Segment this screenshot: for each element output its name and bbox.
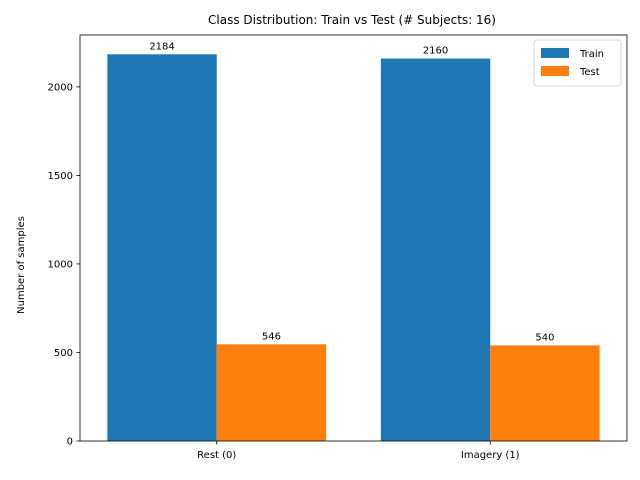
bar-value-label: 2184 [149, 41, 174, 52]
y-tick-label: 1000 [48, 259, 73, 270]
bar-value-label: 540 [535, 332, 554, 343]
bar-train-1 [380, 58, 491, 441]
bars-layer [107, 54, 600, 441]
y-tick-label: 2000 [48, 82, 73, 93]
bar-test-1 [490, 345, 600, 441]
plot-frame [79, 34, 628, 442]
bar-labels-layer: 2184 546 2160 540 [149, 41, 554, 343]
bar-value-label: 2160 [423, 46, 448, 57]
bar-test-0 [216, 344, 327, 441]
y-tick-label: 1500 [48, 171, 73, 182]
x-tick-label: Rest (0) [197, 450, 236, 461]
y-tick-label: 0 [67, 437, 73, 448]
legend-swatch-test [541, 66, 569, 76]
legend-box [533, 39, 622, 87]
legend: Train Test [533, 39, 622, 87]
legend-label-test: Test [579, 67, 600, 78]
y-axis-label: Number of samples [16, 216, 27, 314]
legend-label-train: Train [579, 49, 604, 60]
bar-train-0 [107, 54, 217, 441]
legend-swatch-train [541, 48, 569, 58]
bar-value-label: 546 [262, 331, 281, 342]
x-tick-label: Imagery (1) [461, 450, 520, 461]
axes-layer: 0 500 1000 1500 2000 Rest (0) Imagery (1) [48, 34, 628, 461]
y-tick-label: 500 [54, 348, 73, 359]
chart-title: Class Distribution: Train vs Test (# Sub… [208, 13, 496, 27]
